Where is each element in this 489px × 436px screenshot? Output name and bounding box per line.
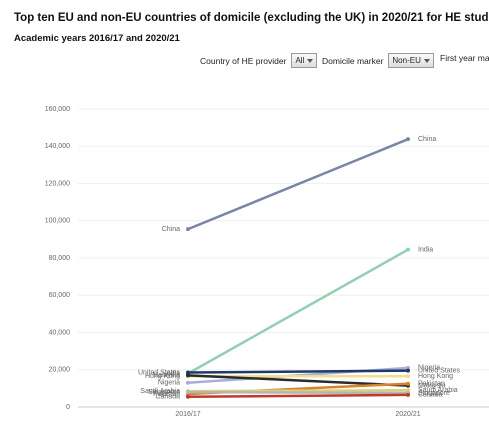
series-line [187, 374, 409, 387]
x-tick-label: 2016/17 [175, 411, 200, 418]
point-label: Malaysia [418, 382, 446, 389]
point-label: Pakistan [418, 381, 445, 388]
y-tick-label: 40,000 [49, 329, 71, 336]
dropdown-value: Non-EU [392, 56, 421, 65]
point [406, 381, 410, 386]
y-tick-label: 0 [66, 404, 70, 411]
x-tick-label: 2020/21 [395, 411, 420, 418]
filter-label: First year mar [440, 53, 489, 63]
dropdown-value: All [295, 56, 305, 65]
chart-title: Top ten EU and non-EU countries of domic… [14, 12, 489, 24]
point [186, 390, 190, 395]
filter: First year mar [440, 53, 489, 63]
y-tick-label: 100,000 [45, 218, 70, 225]
series-line [187, 390, 409, 395]
point-label: India [165, 370, 180, 377]
point-label: Singapore [148, 389, 180, 396]
y-tick-label: 20,000 [49, 367, 71, 374]
dropdown-arrow [423, 58, 430, 63]
y-tick-label: 60,000 [49, 292, 71, 299]
point [406, 365, 410, 370]
point [186, 373, 190, 378]
point [406, 392, 410, 397]
point [406, 247, 410, 252]
point [186, 380, 190, 385]
point-label: Hong Kong [145, 373, 180, 380]
point [406, 368, 410, 373]
y-tick-label: 160,000 [45, 106, 70, 113]
point-label: Nigeria [158, 380, 180, 387]
dropdown[interactable]: All [291, 53, 318, 68]
dropdown[interactable]: Non-EU [388, 53, 434, 68]
point [186, 394, 190, 399]
point-label: Hong Kong [418, 373, 453, 380]
series-line [187, 369, 409, 374]
series-line [187, 138, 409, 231]
point [186, 370, 190, 375]
filter-label: Domicile marker [322, 55, 384, 66]
point-label: United States [418, 368, 461, 375]
point-label: Saudi Arabia [418, 387, 458, 394]
filter-label: Country of HE provider [200, 55, 287, 66]
point-label: United States [138, 369, 181, 376]
chart-subtitle: Academic years 2016/17 and 2020/21 [14, 33, 180, 44]
point-label: Pakistan [153, 391, 180, 398]
filter: Domicile marker Non-EU [322, 53, 434, 68]
point-label: Saudi Arabia [140, 388, 180, 395]
point-label: Canada [418, 392, 443, 399]
y-tick-label: 140,000 [45, 143, 70, 150]
point-label: Malaysia [152, 372, 180, 379]
y-tick-label: 80,000 [49, 255, 71, 262]
filter: Country of HE provider All [200, 53, 318, 68]
point-label: India [418, 246, 433, 253]
y-tick-label: 120,000 [45, 180, 70, 187]
point [406, 137, 410, 142]
point [186, 227, 190, 232]
point [406, 374, 410, 379]
point-label: Canada [155, 394, 180, 401]
series-line [187, 393, 409, 399]
point-label: China [418, 136, 436, 143]
series-line [187, 248, 409, 375]
point-label: Singapore [418, 390, 450, 397]
dropdown-arrow [307, 58, 314, 63]
point-label: China [162, 226, 180, 233]
point [406, 388, 410, 393]
point-label: Nigeria [418, 365, 440, 372]
